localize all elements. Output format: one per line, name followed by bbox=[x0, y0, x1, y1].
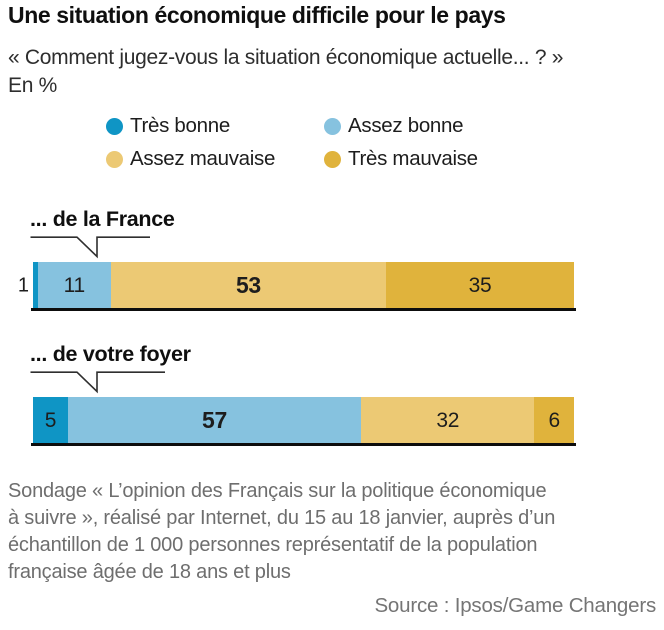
chart-title: Une situation économique difficile pour … bbox=[8, 2, 506, 28]
segment-value: 57 bbox=[202, 407, 227, 433]
methodology-note: Sondage « L’opinion des Français sur la … bbox=[8, 478, 555, 586]
chart-subtitle: « Comment jugez-vous la situation économ… bbox=[8, 44, 563, 100]
legend-swatch-icon bbox=[324, 150, 341, 168]
legend-item: Assez bonne bbox=[324, 114, 478, 138]
segment-value: 35 bbox=[468, 273, 492, 297]
legend-swatch-icon bbox=[106, 117, 123, 135]
methodology-line: échantillon de 1 000 personnes représent… bbox=[8, 534, 538, 556]
legend-label: Assez bonne bbox=[348, 114, 464, 137]
bar-segment: 5 bbox=[33, 397, 68, 444]
legend-swatch-icon bbox=[324, 117, 341, 135]
bar-segment: 6 bbox=[534, 397, 575, 444]
unit-label: En % bbox=[8, 74, 57, 97]
bar-segment: 11 bbox=[37, 262, 111, 309]
segment-value: 11 bbox=[63, 273, 86, 297]
legend-item: Très mauvaise bbox=[324, 147, 478, 171]
legend-label: Très bonne bbox=[130, 114, 230, 137]
legend-label: Assez mauvaise bbox=[130, 147, 276, 170]
methodology-line: Sondage « L’opinion des Français sur la … bbox=[8, 480, 547, 502]
segment-value-outside: 1 bbox=[17, 274, 29, 296]
bar-label-foyer: ... de votre foyer bbox=[30, 342, 191, 366]
axis-baseline bbox=[31, 443, 576, 446]
stacked-bar-foyer: 5 57 32 6 bbox=[33, 397, 575, 444]
axis-baseline bbox=[31, 308, 576, 311]
segment-value: 5 bbox=[44, 408, 57, 432]
stacked-bar-france: 1 11 53 35 bbox=[18, 262, 574, 309]
bar-segment: 53 bbox=[110, 262, 387, 309]
legend-swatch-icon bbox=[106, 150, 123, 168]
survey-question: « Comment jugez-vous la situation économ… bbox=[8, 46, 564, 69]
methodology-line: française âgée de 18 ans et plus bbox=[8, 561, 291, 583]
source-credit: Source : Ipsos/Game Changers bbox=[374, 594, 656, 617]
bar-label-france: ... de la France bbox=[30, 207, 175, 231]
segment-value: 32 bbox=[436, 408, 460, 432]
bar-segment: 35 bbox=[386, 262, 574, 309]
segment-value: 6 bbox=[548, 408, 561, 432]
bar-segment bbox=[33, 262, 38, 309]
label-pointer-icon bbox=[30, 371, 165, 394]
legend-label: Très mauvaise bbox=[348, 147, 478, 170]
bar-segment: 32 bbox=[361, 397, 535, 444]
legend-item: Assez mauvaise bbox=[106, 147, 324, 171]
segment-value: 53 bbox=[235, 272, 261, 298]
methodology-line: à suivre », réalisé par Internet, du 15 … bbox=[8, 507, 556, 529]
legend-item: Très bonne bbox=[106, 114, 324, 138]
legend: Très bonne Assez bonne Assez mauvaise Très … bbox=[106, 114, 478, 171]
bar-segment: 57 bbox=[67, 397, 362, 444]
label-pointer-icon bbox=[30, 236, 150, 259]
